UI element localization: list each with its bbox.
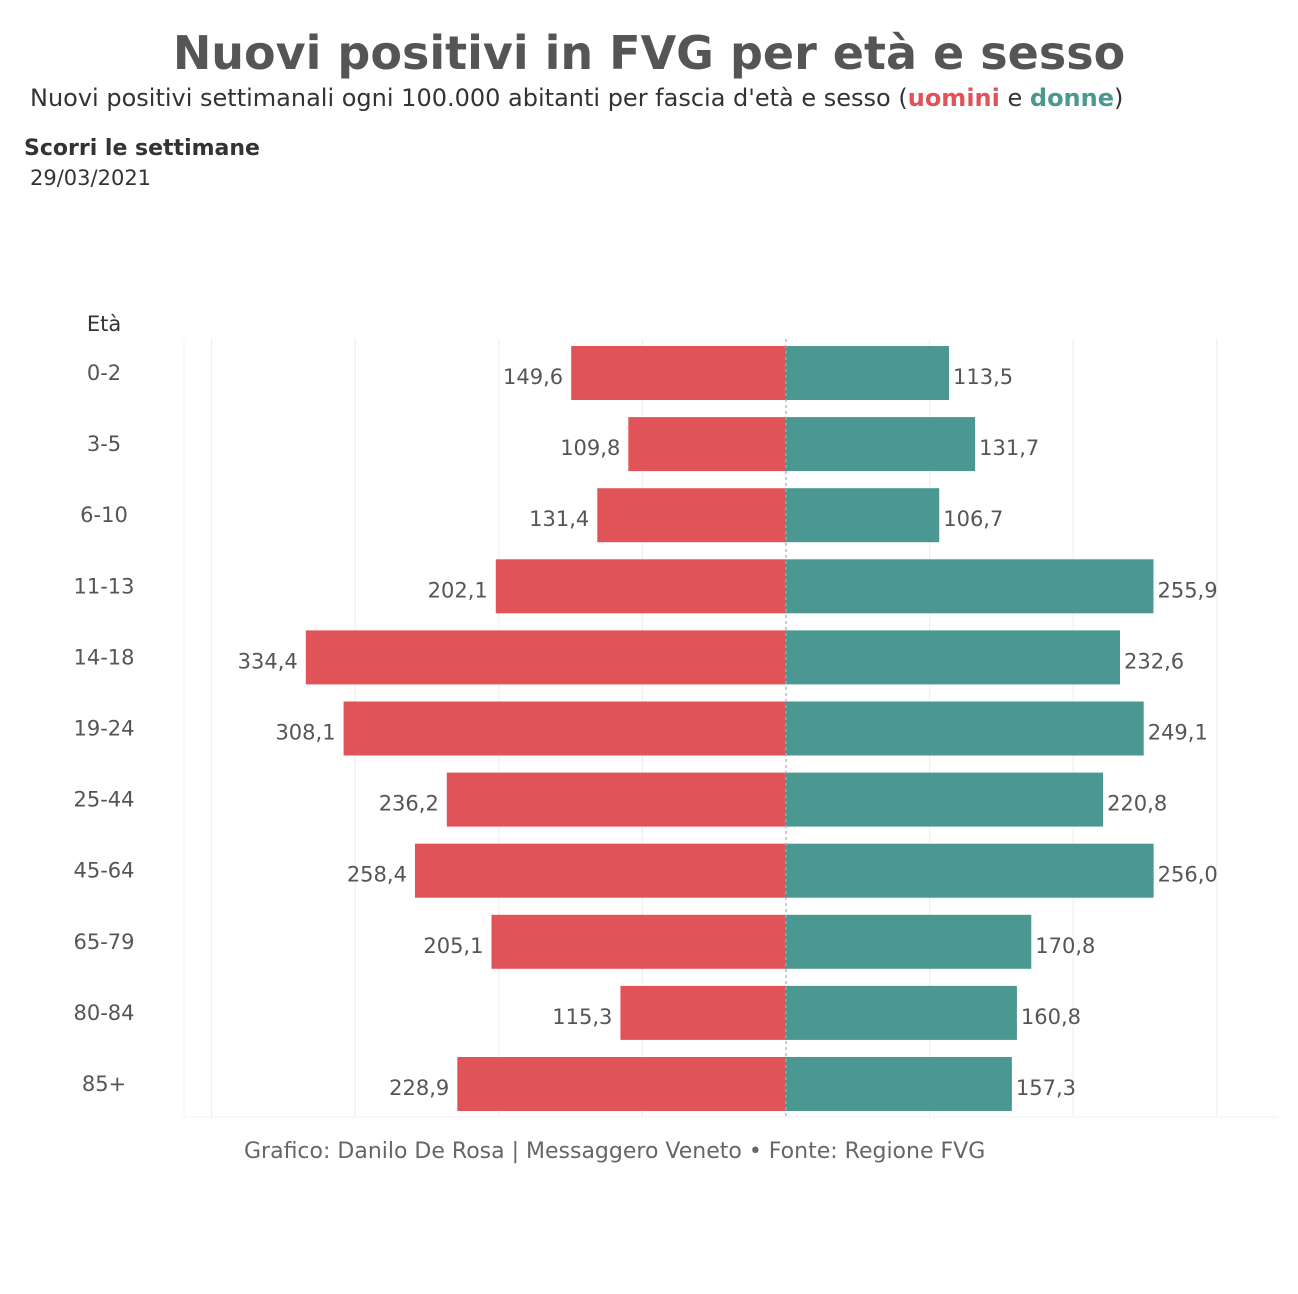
- category-label: 85+: [82, 1072, 126, 1096]
- subtitle-text-mid: e: [999, 84, 1030, 112]
- bar-donne: [786, 701, 1144, 756]
- y-axis-title: Età: [87, 312, 121, 336]
- bar-donne: [786, 488, 940, 543]
- value-label-donne: 249,1: [1148, 721, 1208, 745]
- week-slider-label: Scorri le settimane: [24, 136, 260, 161]
- bar-donne: [786, 630, 1121, 685]
- bar-uomini: [305, 630, 786, 685]
- bar-donne: [786, 843, 1154, 898]
- subtitle-men-legend: uomini: [907, 84, 1000, 112]
- category-label: 65-79: [73, 930, 134, 954]
- bar-uomini: [597, 488, 786, 543]
- bar-donne: [786, 346, 949, 400]
- category-label: 11-13: [73, 574, 134, 598]
- value-label-donne: 106,7: [943, 507, 1003, 531]
- value-label-donne: 220,8: [1107, 792, 1167, 816]
- bar-uomini: [620, 985, 786, 1040]
- category-label: 45-64: [73, 859, 134, 883]
- value-label-uomini: 131,4: [529, 507, 589, 531]
- bar-uomini: [343, 701, 786, 756]
- value-label-uomini: 149,6: [503, 365, 563, 389]
- bar-donne: [786, 914, 1032, 969]
- value-label-donne: 256,0: [1158, 863, 1218, 887]
- subtitle-text-post: ): [1114, 84, 1124, 112]
- value-label-uomini: 205,1: [423, 934, 483, 958]
- bar-uomini: [571, 346, 786, 400]
- value-label-uomini: 236,2: [379, 792, 439, 816]
- category-label: 19-24: [73, 717, 134, 741]
- week-slider-value[interactable]: 29/03/2021: [30, 166, 152, 190]
- category-label: 6-10: [80, 503, 128, 527]
- value-label-uomini: 308,1: [275, 721, 335, 745]
- category-label: 25-44: [73, 788, 134, 812]
- value-label-uomini: 109,8: [560, 436, 620, 460]
- value-label-donne: 160,8: [1021, 1005, 1081, 1029]
- chart-subtitle: Nuovi positivi settimanali ogni 100.000 …: [30, 84, 1123, 112]
- value-label-uomini: 258,4: [347, 863, 407, 887]
- value-label-donne: 157,3: [1016, 1076, 1076, 1100]
- value-label-donne: 255,9: [1157, 578, 1217, 602]
- bar-uomini: [495, 559, 786, 614]
- value-label-uomini: 334,4: [238, 649, 298, 673]
- category-label: 3-5: [87, 432, 121, 456]
- bar-uomini: [628, 417, 786, 472]
- bar-donne: [786, 417, 976, 472]
- bar-donne: [786, 985, 1017, 1040]
- bar-donne: [786, 1057, 1012, 1111]
- value-label-uomini: 202,1: [428, 578, 488, 602]
- bar-donne: [786, 559, 1154, 614]
- bar-uomini: [457, 1057, 786, 1111]
- category-label: 0-2: [87, 361, 121, 385]
- value-label-donne: 170,8: [1035, 934, 1095, 958]
- bar-uomini: [446, 772, 786, 827]
- bar-donne: [786, 772, 1104, 827]
- category-label: 80-84: [73, 1001, 134, 1025]
- value-label-uomini: 115,3: [552, 1005, 612, 1029]
- subtitle-text-pre: Nuovi positivi settimanali ogni 100.000 …: [30, 84, 908, 112]
- value-label-donne: 113,5: [953, 365, 1013, 389]
- chart-title: Nuovi positivi in FVG per età e sesso: [172, 26, 1126, 80]
- chart-credit: Grafico: Danilo De Rosa | Messaggero Ven…: [244, 1139, 986, 1164]
- value-label-donne: 232,6: [1124, 649, 1184, 673]
- subtitle-women-legend: donne: [1029, 84, 1115, 112]
- category-label: 14-18: [73, 645, 134, 669]
- bar-uomini: [414, 843, 786, 898]
- bar-uomini: [491, 914, 786, 969]
- value-label-donne: 131,7: [979, 436, 1039, 460]
- value-label-uomini: 228,9: [389, 1076, 449, 1100]
